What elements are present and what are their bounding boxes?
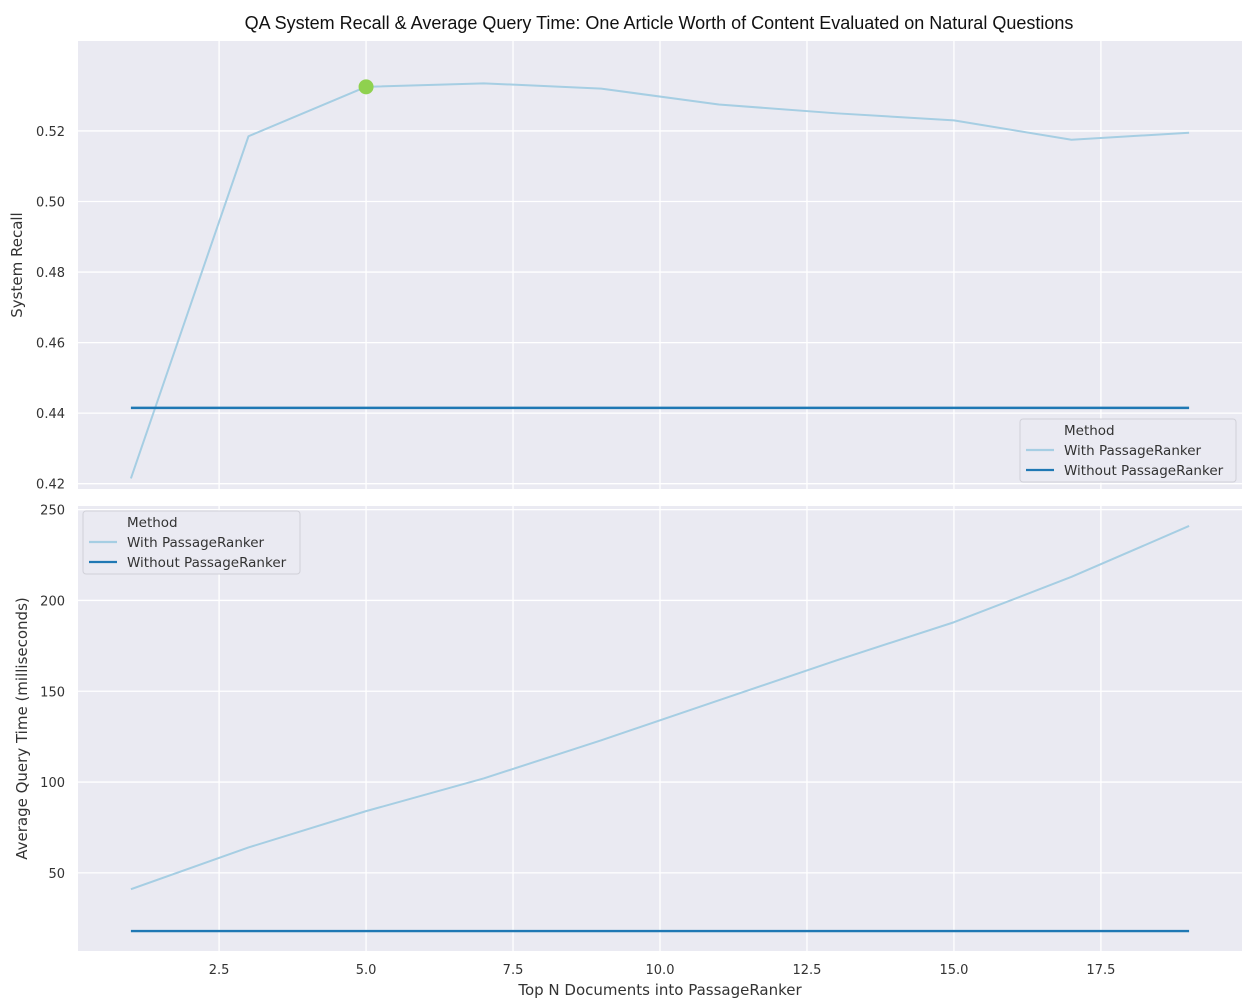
x-tick-label: 10.0 [646, 963, 675, 978]
legend-entry: With PassageRanker [1064, 443, 1202, 459]
y-tick-label: 0.46 [36, 337, 65, 352]
series-line-with-passageranker [129, 82, 1190, 479]
x-tick-label: 5.0 [356, 963, 377, 978]
y-tick-label: 250 [40, 504, 65, 519]
x-tick-label: 12.5 [792, 963, 821, 978]
legend-entry: Without PassageRanker [1064, 463, 1224, 479]
legend-box [82, 510, 301, 575]
y-axis-label: System Recall [8, 212, 26, 317]
legend-entry: With PassageRanker [127, 535, 265, 551]
y-tick-label: 0.48 [36, 266, 65, 281]
y-tick-label: 150 [40, 685, 65, 700]
x-axis-label: Top N Documents into PassageRanker [517, 981, 802, 999]
y-tick-label: 200 [40, 594, 65, 609]
legend: Method With PassageRanker Without PassageR… [1019, 418, 1237, 483]
legend-title: Method [127, 515, 178, 531]
panel-2: 50 100 150 200 250 2.5 5.0 7.5 10.0 12.5 15.0 17.5 A… [13, 504, 1242, 999]
x-tick-label: 17.5 [1086, 963, 1115, 978]
panel-1: 0.42 0.44 0.46 0.48 0.50 0.52 System Recall Met… [8, 41, 1242, 493]
x-tick-label: 15.0 [939, 963, 968, 978]
highlight-point [358, 79, 374, 95]
y-tick-label: 0.44 [36, 407, 65, 422]
y-tick-label: 50 [48, 867, 65, 882]
y-tick-label: 0.52 [36, 125, 65, 140]
chart-title: QA System Recall & Average Query Time: O… [244, 13, 1074, 33]
legend: Method With PassageRanker Without PassageR… [82, 510, 301, 575]
y-tick-label: 0.42 [36, 478, 65, 493]
legend-entry: Without PassageRanker [127, 555, 287, 571]
legend-title: Method [1064, 423, 1115, 439]
y-axis-label: Average Query Time (milliseconds) [13, 597, 31, 860]
x-tick-label: 7.5 [503, 963, 524, 978]
series-line-with-passageranker [130, 525, 1190, 891]
y-tick-label: 100 [40, 776, 65, 791]
x-tick-label: 2.5 [209, 963, 230, 978]
y-tick-label: 0.50 [36, 196, 65, 211]
legend-box [1019, 418, 1237, 483]
